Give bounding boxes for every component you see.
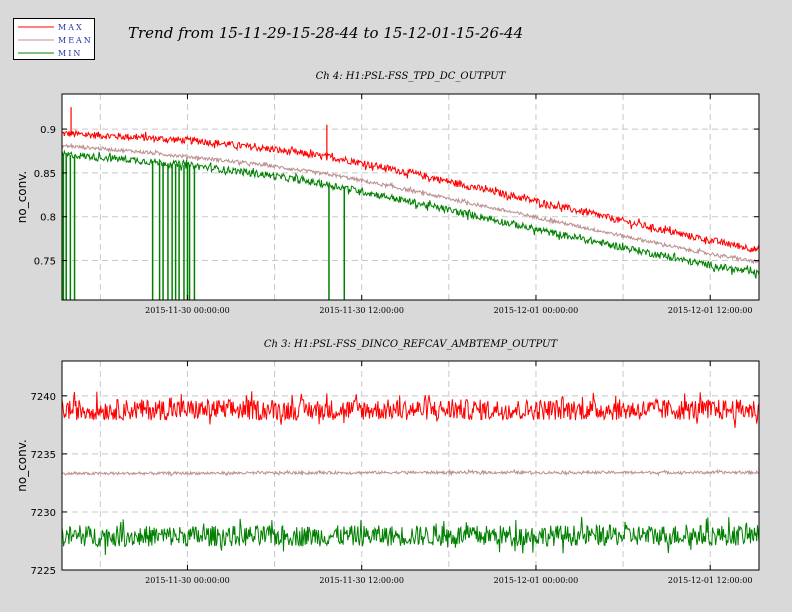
legend-graphic: MAX MEAN MIN [18, 23, 93, 58]
ytick-label: 0.75 [34, 257, 56, 268]
legend-entry-mean: MEAN [18, 36, 93, 45]
ytick-label: 0.85 [34, 169, 56, 180]
plot-frame [61, 360, 760, 571]
series-line-mean [62, 142, 759, 265]
legend: MAX MEAN MIN [13, 18, 95, 60]
plot-frame [61, 93, 760, 301]
series-line-min [62, 516, 759, 556]
y-axis-label: no_conv. [15, 171, 29, 223]
legend-entry-max: MAX [18, 23, 84, 32]
series-line-min [62, 149, 759, 279]
ytick-label: 7225 [31, 566, 56, 577]
legend-label-mean: MEAN [58, 36, 93, 45]
xtick-label: 2015-11-30 00:00:00 [145, 306, 230, 315]
xtick-label: 2015-12-01 12:00:00 [668, 576, 753, 585]
series-line-max [62, 129, 759, 253]
xtick-label: 2015-11-30 12:00:00 [319, 576, 404, 585]
ytick-label: 7240 [31, 392, 56, 403]
grid [62, 94, 759, 300]
chart-title: Trend from 15-11-29-15-28-44 to 15-12-01… [128, 24, 524, 42]
xtick-label: 2015-12-01 00:00:00 [494, 576, 579, 585]
legend-label-max: MAX [58, 23, 84, 32]
xtick-label: 2015-11-30 12:00:00 [319, 306, 404, 315]
ytick-label: 7235 [31, 450, 56, 461]
legend-entry-min: MIN [18, 49, 82, 58]
ytick-label: 0.8 [40, 213, 56, 224]
ytick-label: 0.9 [40, 125, 56, 136]
xtick-label: 2015-12-01 12:00:00 [668, 306, 753, 315]
plot-area [62, 94, 759, 300]
xtick-label: 2015-12-01 00:00:00 [494, 306, 579, 315]
chart-panel-1: Ch 4: H1:PSL-FSS_TPD_DC_OUTPUT 0.75 0.8 0.8… [15, 71, 760, 315]
y-axis-label: no_conv. [15, 439, 29, 491]
panel-title: Ch 4: H1:PSL-FSS_TPD_DC_OUTPUT [316, 71, 507, 82]
series-line-mean [62, 468, 759, 477]
xtick-label: 2015-11-30 00:00:00 [145, 576, 230, 585]
series-group [62, 107, 759, 300]
panel-title: Ch 3: H1:PSL-FSS_DINCO_REFCAV_AMBTEMP_OU… [264, 339, 559, 350]
ytick-label: 7230 [31, 508, 56, 519]
legend-label-min: MIN [58, 49, 82, 58]
chart-panel-2: Ch 3: H1:PSL-FSS_DINCO_REFCAV_AMBTEMP_OU… [15, 339, 760, 585]
series-line-max [62, 391, 759, 428]
series-group [62, 391, 759, 556]
